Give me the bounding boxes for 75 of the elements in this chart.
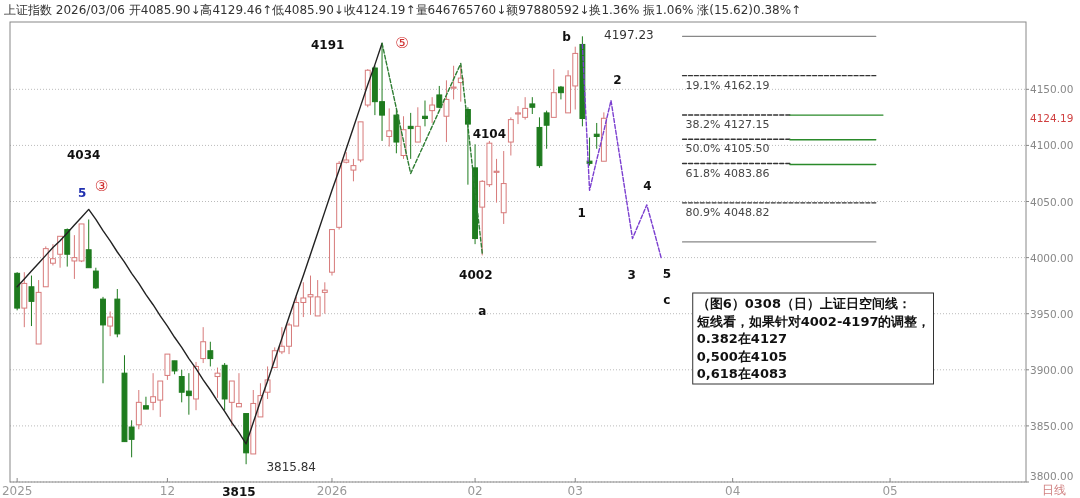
candlestick [507,116,514,157]
series-label: 38.2% 4127.15 [685,117,770,131]
candlestick [593,122,600,150]
candlestick [543,110,550,150]
annotation: 0,500在4105 [696,348,788,364]
y-tick-label: 3900.00 [1030,363,1074,376]
annotation: 5 [78,186,87,200]
annotation: 5 [662,267,671,281]
y-tick-label: 3850.00 [1030,419,1074,432]
candlestick [143,396,149,410]
candlestick [228,380,235,427]
line-series [581,43,662,259]
line-series [16,42,383,445]
annotation: 3815.84 [266,460,316,474]
annotation: 4002 [459,268,493,282]
candlestick [429,96,436,124]
y-tick-label: 4100.00 [1030,139,1074,152]
x-tick-label: 04 [725,484,741,498]
candlestick [450,65,457,100]
annotation: ③ [94,177,109,195]
candlestick [28,275,35,327]
candlestick [558,85,564,100]
y-tick-label: 4050.00 [1030,195,1074,208]
annotation: 4034 [66,148,101,162]
annotation: c [663,293,671,307]
candlestick [135,389,142,430]
candlestick [443,79,450,143]
candlestick [236,372,242,408]
annotation: 4191 [310,38,345,52]
candlestick [457,65,464,103]
text: 4124.19 [1030,112,1074,124]
candlestick [350,158,357,182]
chart-title: 上证指数 2026/03/06 开4085.90↓高4129.46↑低4085.90↓收4124.19↑量646765760↓额97880592↓换1.36% 振1.06% 涨(15.62)0.38%↑ [4,3,802,17]
candlestick [200,326,207,364]
candlestick [407,112,414,160]
candlestick [422,100,428,127]
y-tick-label: 3950.00 [1030,307,1074,320]
annotation: 1 [577,206,586,220]
x-tick-label: 05 [882,484,898,498]
series-label: 19.1% 4162.19 [685,78,770,92]
x-tick-label: 2025 [1,484,33,498]
annotation: 3 [627,268,636,282]
candlestick [164,353,171,381]
series-label: 61.8% 4083.86 [685,166,770,180]
x-tick-label: 02 [467,484,483,498]
y-tick-label: 4150.00 [1030,83,1074,96]
x-tick-label: 2026 [316,484,348,498]
candlestick [207,341,214,367]
candlestick [214,367,221,399]
candlestick [85,218,92,269]
annotation: 4104 [472,127,507,141]
text: 日线 [1042,483,1066,497]
series-label: 50.0% 4105.50 [685,142,770,156]
annotation: 0.382在4127 [696,331,788,346]
annotation: （图6）0308（日）上证日空间线： [696,296,911,311]
text: 3815 [222,485,256,498]
annotation: ⑤ [395,34,409,52]
series-label: 80.9% 4048.82 [685,205,770,219]
candlestick [414,106,421,143]
annotation: 2 [613,73,622,87]
annotation: 0,618在4083 [696,366,788,381]
x-tick-label: 12 [159,484,176,498]
candlestick [386,107,393,148]
annotation: 4 [643,179,652,193]
annotation: 短线看，如果针对4002-4197的调整， [695,313,931,329]
annotation: b [562,30,572,44]
y-tick-label: 4000.00 [1030,251,1074,264]
annotation: 4197.23 [604,28,654,42]
y-tick-label: 3800.00 [1030,470,1074,482]
candlestick [107,310,114,337]
x-tick-label: 03 [567,484,583,498]
annotation: a [478,304,487,318]
candlestick [321,281,328,315]
candlestick [586,137,593,167]
candlestick [57,235,64,269]
